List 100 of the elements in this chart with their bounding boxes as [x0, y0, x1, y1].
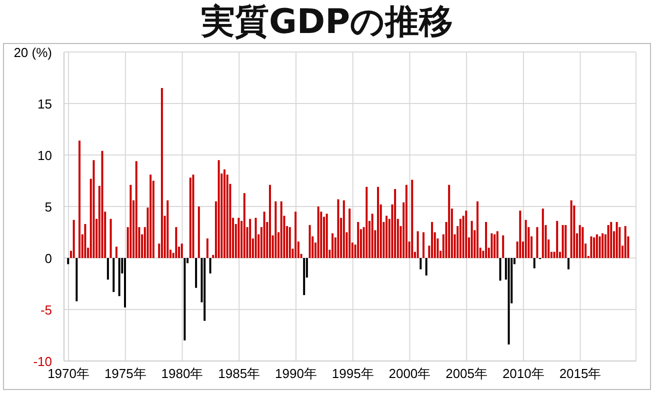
bar: [590, 236, 592, 258]
bar: [268, 184, 271, 258]
bar: [209, 258, 212, 274]
bar: [195, 258, 198, 288]
x-tick-label: 1990年: [275, 366, 317, 382]
x-tick-label: 1995年: [332, 366, 374, 382]
bar: [342, 200, 345, 258]
bar: [189, 178, 192, 258]
bar: [357, 222, 360, 258]
bar: [218, 160, 220, 258]
chart-title: 実質GDPの推移: [200, 1, 454, 44]
bar: [476, 201, 479, 258]
bar: [416, 231, 419, 258]
bar: [332, 233, 334, 258]
bar: [431, 222, 434, 258]
bar: [536, 227, 538, 258]
y-tick-label: 10: [38, 148, 52, 163]
bar: [130, 184, 132, 258]
x-tick-label: 2000年: [388, 366, 431, 382]
bar: [593, 237, 596, 258]
bar: [348, 208, 351, 258]
bar: [564, 225, 567, 258]
y-tick-label: -5: [40, 302, 52, 318]
bar: [499, 258, 502, 281]
bar: [485, 222, 488, 258]
bar: [465, 210, 468, 258]
bar: [494, 234, 496, 258]
bar: [420, 258, 422, 270]
bar: [308, 225, 311, 258]
bar: [67, 258, 70, 264]
bar: [610, 222, 612, 258]
x-tick-label: 1975年: [104, 366, 146, 382]
bar: [280, 201, 282, 258]
bar: [288, 227, 291, 258]
x-tick-label: 1970年: [48, 366, 90, 382]
bar: [337, 199, 340, 258]
bar: [106, 258, 109, 280]
bar: [508, 258, 510, 345]
bar: [243, 193, 246, 258]
bar: [124, 258, 126, 308]
bar: [175, 227, 178, 258]
bar: [411, 180, 414, 258]
bar: [249, 218, 252, 258]
bar: [425, 258, 428, 276]
bar: [204, 258, 206, 321]
bar: [184, 258, 186, 340]
bar: [470, 220, 473, 258]
bar: [533, 258, 536, 268]
bar: [326, 214, 328, 258]
bar: [598, 236, 601, 258]
bar: [377, 186, 380, 258]
bar: [371, 214, 374, 258]
y-tick-label: 5: [44, 200, 52, 214]
x-tick-label: 1985年: [218, 366, 260, 382]
bar: [624, 226, 626, 258]
bar: [317, 206, 320, 258]
bar: [567, 258, 570, 270]
bar: [542, 208, 544, 258]
bar: [519, 210, 522, 258]
y-tick-label: -10: [33, 354, 52, 369]
bar: [502, 235, 504, 258]
bar: [115, 246, 118, 258]
bar: [274, 201, 277, 258]
bar: [150, 174, 152, 258]
bar: [238, 218, 240, 258]
bar: [294, 212, 297, 258]
x-tick-label: 1980年: [161, 366, 204, 382]
y-tick-label: 0: [44, 251, 52, 266]
bar: [582, 227, 584, 258]
bar: [263, 212, 266, 258]
bar: [524, 220, 527, 258]
bar: [206, 238, 208, 258]
bar: [254, 218, 257, 258]
bar: [223, 169, 226, 258]
bar: [160, 88, 163, 258]
bar: [422, 232, 424, 258]
bar: [578, 225, 581, 258]
bar: [562, 225, 564, 258]
bar: [101, 150, 104, 258]
bar: [602, 233, 604, 258]
bar: [72, 220, 75, 258]
bar: [607, 225, 610, 258]
bar: [118, 258, 120, 296]
bar: [92, 160, 95, 258]
bar: [78, 140, 80, 258]
bar: [386, 216, 388, 258]
y-tick-label: 15: [38, 96, 52, 112]
bar: [448, 184, 450, 258]
bar: [112, 258, 115, 292]
bar: [490, 233, 493, 258]
x-tick-label: 2010年: [502, 366, 544, 382]
bar: [459, 218, 462, 258]
bar: [76, 258, 78, 302]
bar: [110, 218, 112, 258]
bar: [166, 200, 169, 258]
bar: [556, 220, 558, 258]
bar: [405, 184, 408, 258]
bar: [596, 234, 598, 258]
x-tick-label: 2005年: [446, 366, 488, 382]
bar: [496, 231, 498, 258]
